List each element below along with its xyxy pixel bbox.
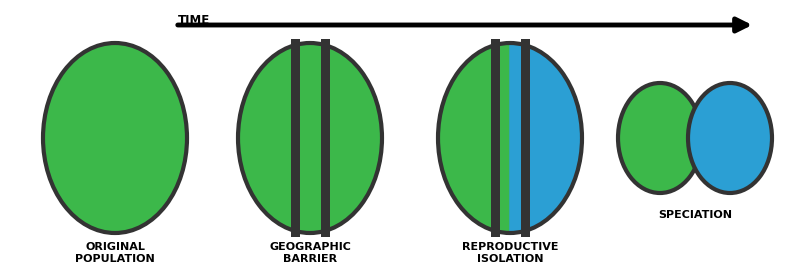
Bar	[490, 39, 499, 237]
Text: TIME: TIME	[178, 14, 210, 27]
Ellipse shape	[688, 83, 772, 193]
Polygon shape	[438, 43, 510, 233]
Text: ORIGINAL
POPULATION: ORIGINAL POPULATION	[75, 242, 155, 264]
Polygon shape	[238, 43, 310, 233]
Ellipse shape	[618, 83, 702, 193]
Polygon shape	[310, 43, 382, 233]
Text: SPECIATION: SPECIATION	[658, 210, 732, 220]
Text: REPRODUCTIVE
ISOLATION: REPRODUCTIVE ISOLATION	[462, 242, 558, 264]
Ellipse shape	[43, 43, 187, 233]
Bar	[521, 39, 530, 237]
Polygon shape	[510, 43, 582, 233]
Bar	[290, 39, 299, 237]
Bar	[321, 39, 330, 237]
Text: GEOGRAPHIC
BARRIER: GEOGRAPHIC BARRIER	[269, 242, 351, 264]
